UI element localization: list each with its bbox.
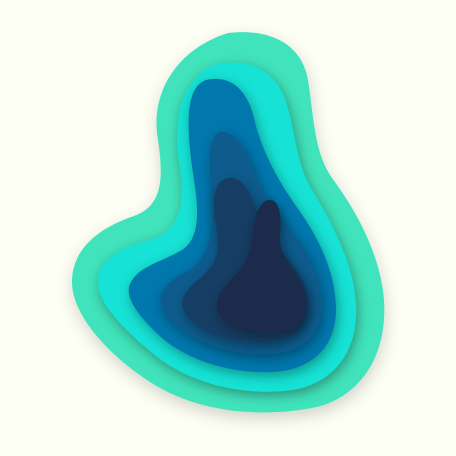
layer-6-shape (217, 199, 307, 333)
